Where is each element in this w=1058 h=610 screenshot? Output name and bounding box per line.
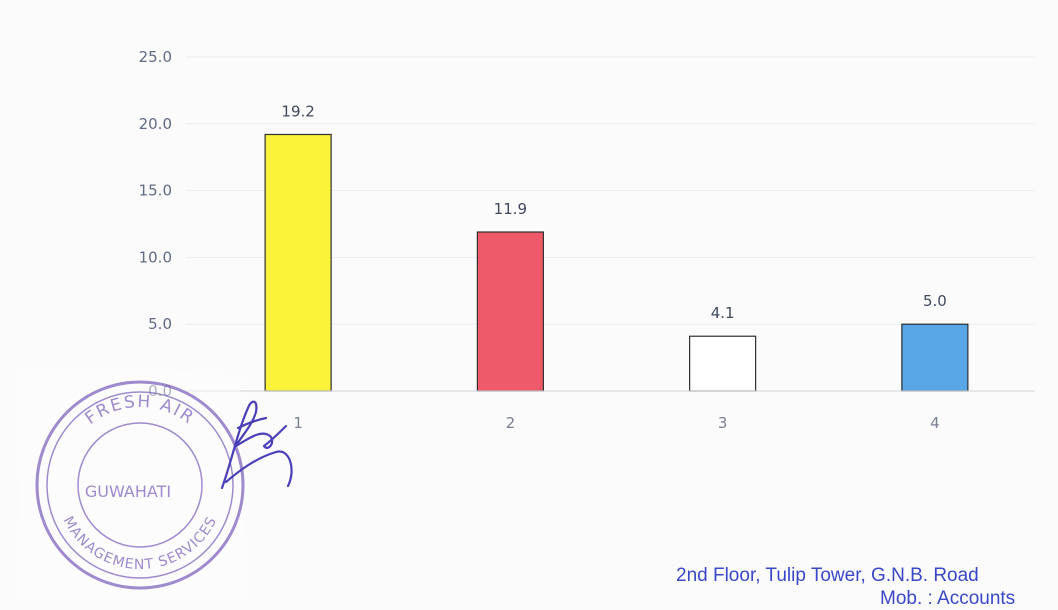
data-label: 19.2 (281, 102, 314, 120)
x-tick-label: 3 (718, 414, 728, 432)
y-axis-ticks: 0.05.010.015.020.025.0 (139, 48, 172, 400)
bar (264, 133, 332, 392)
data-label: 11.9 (494, 200, 527, 218)
y-tick-label: 15.0 (139, 182, 172, 200)
x-tick-label: 4 (930, 414, 940, 432)
data-labels: 19.2 11.9 4.1 5.0 (281, 102, 946, 322)
bar (476, 231, 544, 392)
data-label: 5.0 (923, 292, 947, 310)
company-stamp: FRESH AIR MANAGEMENT SERVICES GUWAHATI (18, 368, 246, 600)
y-tick-label: 25.0 (139, 48, 172, 66)
bars (264, 133, 969, 392)
bar (689, 335, 757, 392)
data-label: 4.1 (711, 304, 735, 322)
x-tick-label: 2 (506, 414, 516, 432)
y-tick-label: 20.0 (139, 115, 172, 133)
footer-address: 2nd Floor, Tulip Tower, G.N.B. Road (676, 565, 979, 586)
bar (901, 323, 969, 392)
x-axis-categories: 1 2 3 4 (293, 414, 939, 432)
signature (220, 400, 293, 490)
x-tick-label: 1 (293, 414, 303, 432)
y-tick-label: 5.0 (148, 315, 172, 333)
footer-mob: Mob. : Accounts (880, 588, 1016, 609)
stamp-center-text: GUWAHATI (85, 482, 171, 501)
y-tick-label: 10.0 (139, 248, 172, 266)
